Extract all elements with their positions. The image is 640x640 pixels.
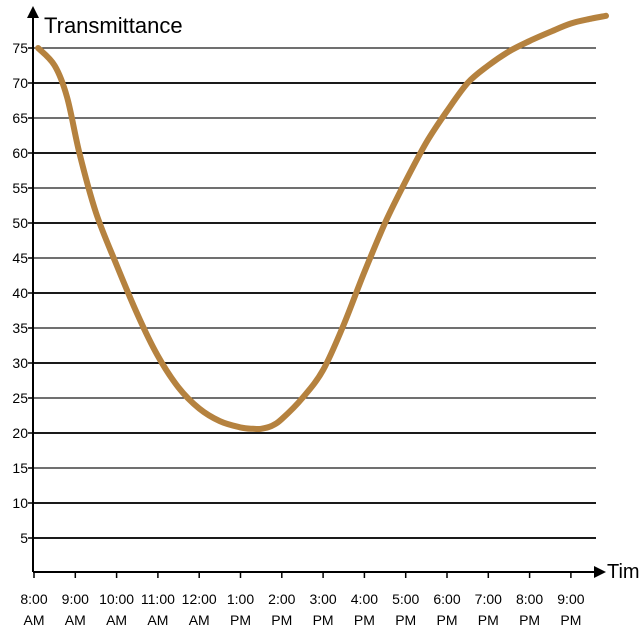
- y-tick-label: 55: [12, 180, 28, 196]
- x-tick-label: 3:00: [309, 591, 336, 607]
- x-tick-label: 4:00: [351, 591, 378, 607]
- axes: [27, 6, 606, 578]
- x-tick-label-period: PM: [313, 612, 334, 628]
- y-axis-arrow-icon: [27, 6, 39, 18]
- x-tick-label: 7:00: [475, 591, 502, 607]
- y-tick-label: 65: [12, 110, 28, 126]
- x-tick-label: 11:00: [141, 591, 175, 607]
- x-tick-label: 10:00: [99, 591, 134, 607]
- x-tick-label-period: PM: [271, 612, 292, 628]
- x-tick-label: 2:00: [268, 591, 295, 607]
- y-tick-label: 60: [12, 145, 28, 161]
- x-tick-label: 1:00: [227, 591, 254, 607]
- gridlines: [28, 47, 596, 578]
- x-tick-label-period: AM: [147, 612, 168, 628]
- x-tick-label-period: AM: [24, 612, 45, 628]
- x-tick-label: 12:00: [182, 591, 217, 607]
- y-tick-label: 5: [20, 530, 28, 546]
- y-tick-label: 25: [12, 390, 28, 406]
- y-tick-label: 35: [12, 320, 28, 336]
- y-tick-label: 30: [12, 355, 28, 371]
- x-tick-label: 5:00: [392, 591, 419, 607]
- x-tick-label-period: AM: [65, 612, 86, 628]
- y-tick-label: 10: [12, 495, 28, 511]
- x-tick-labels: 8:00 AM 9:00 AM 10:00 AM 11:00 AM 12:00 AM 1:00 PM 2…: [20, 591, 584, 628]
- x-tick-label-period: PM: [560, 612, 581, 628]
- y-tick-label: 15: [12, 460, 28, 476]
- x-axis-arrow-icon: [594, 566, 606, 578]
- x-tick-label-period: PM: [395, 612, 416, 628]
- y-tick-label: 20: [12, 425, 28, 441]
- y-tick-labels: 5 10 15 20 25 30 35 40 45 50 55 60 65 70 75: [12, 40, 28, 546]
- y-axis-label: Transmittance: [44, 13, 183, 38]
- x-tick-label-period: PM: [230, 612, 251, 628]
- series-line: [35, 12, 609, 433]
- x-tick-label-period: PM: [354, 612, 375, 628]
- y-tick-label: 50: [12, 215, 28, 231]
- y-tick-label: 45: [12, 250, 28, 266]
- x-tick-label: 9:00: [62, 591, 89, 607]
- x-tick-label-period: PM: [478, 612, 499, 628]
- x-tick-label: 6:00: [433, 591, 460, 607]
- x-tick-label-period: AM: [106, 612, 127, 628]
- y-tick-label: 40: [12, 285, 28, 301]
- x-tick-label: 8:00: [516, 591, 543, 607]
- x-tick-label-period: AM: [189, 612, 210, 628]
- y-tick-label: 70: [12, 75, 28, 91]
- x-axis-label: Time: [607, 561, 640, 583]
- y-tick-label: 75: [12, 40, 28, 56]
- x-tick-label-period: PM: [519, 612, 540, 628]
- x-tick-label: 9:00: [557, 591, 584, 607]
- x-tick-label-period: PM: [437, 612, 458, 628]
- series-layer: [35, 12, 609, 433]
- x-tick-label: 8:00: [20, 591, 47, 607]
